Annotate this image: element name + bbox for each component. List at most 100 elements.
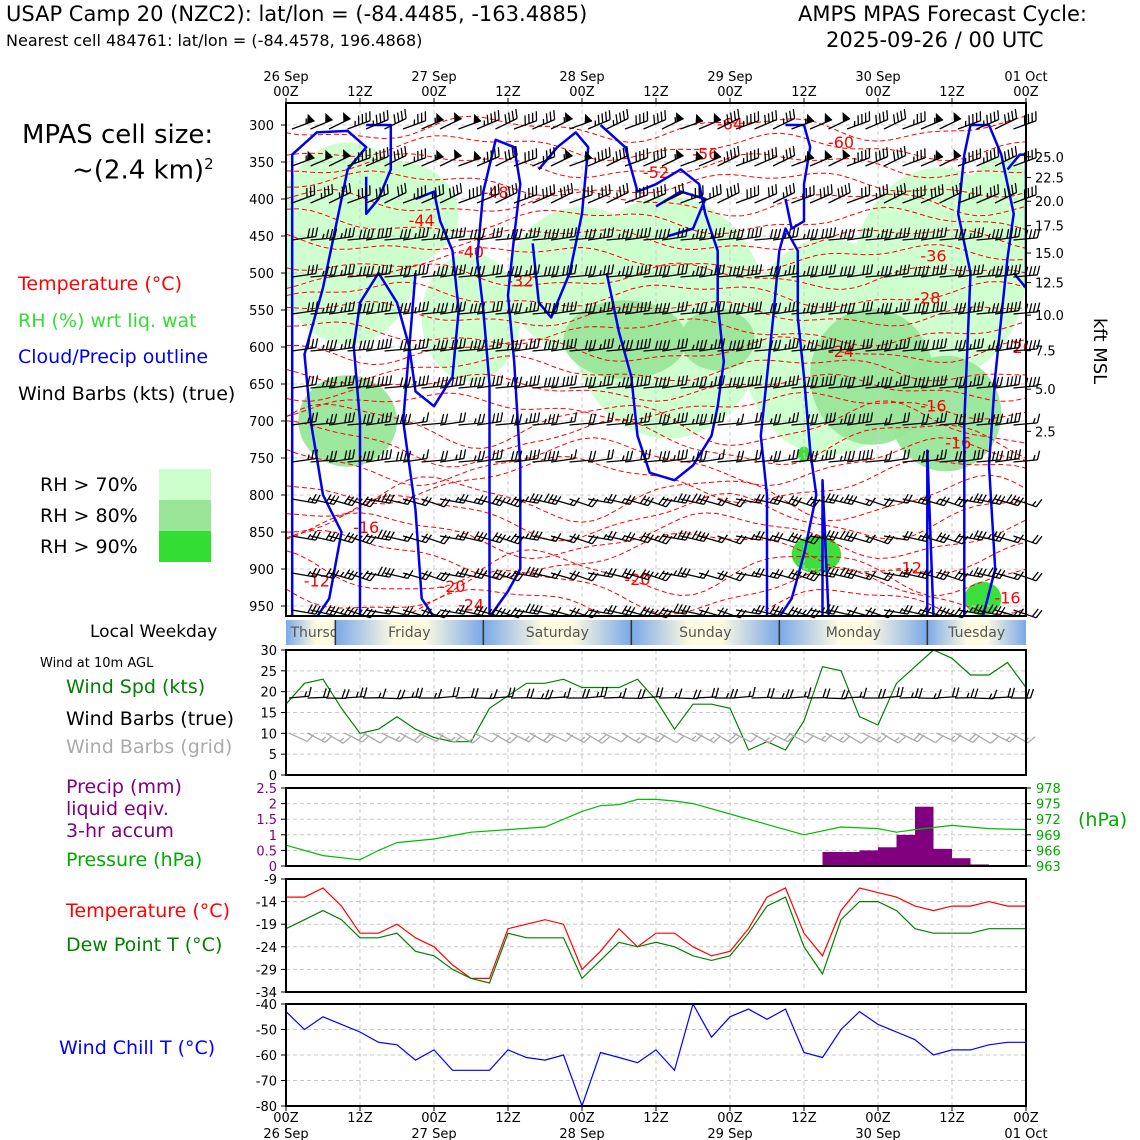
wind-barb [791,533,821,545]
barb-full [785,112,789,123]
rh-region [964,156,1026,272]
barb-full [592,376,597,387]
barb-full [584,266,589,276]
barb-staff [661,154,684,167]
barb-full [740,376,745,387]
barb-full [444,376,449,387]
barb-full [851,302,856,313]
barb-staff [643,119,666,130]
legend-rh90-swatch [159,531,211,562]
barb-full [814,339,819,350]
barb-full [377,265,381,276]
barb-full [640,265,644,275]
barb-half [893,192,896,198]
barb-full [839,266,844,277]
barb-full [615,114,618,124]
barb-full [920,186,922,197]
barb-full [400,184,404,195]
barb-full [389,338,393,348]
wind-barb [994,227,1022,241]
barb-full [511,687,516,697]
barb-full [315,227,319,237]
barb-half [987,533,992,540]
barb-staff [920,535,945,544]
bottom-hour-label: 12Z [347,1111,373,1126]
wind-barb [476,301,504,315]
barb-full [825,265,829,275]
barb-full [833,338,837,348]
wind-barb [347,111,371,130]
barb-full [729,112,733,123]
barb-full [897,736,906,744]
barb-full [903,604,909,614]
barb-half [325,418,329,424]
barb-full [529,567,535,577]
wind-barb [976,376,1004,389]
barb-staff [754,348,779,352]
barb-full [955,687,960,697]
cloud-outline [290,129,368,616]
barb-full [537,301,541,311]
barb-staff [735,421,760,426]
barb-half [616,192,618,198]
barb-full [907,449,911,459]
barb-half [674,154,677,160]
barb-half [603,496,608,503]
barb-full [1032,339,1037,350]
barb-full [662,413,667,424]
barb-full [833,264,837,274]
barb-full [880,266,885,276]
barb-full [993,185,996,196]
barb-full [381,413,385,423]
wind-barb [421,149,444,167]
barb-pennant [953,149,962,159]
wind-barb [513,301,541,315]
barb-full [857,115,859,125]
wind-barb [695,732,721,743]
precip-panel-ytick-label: 0 [269,860,277,875]
pressure-ytick-label: 978 [1036,782,1061,797]
barb-full [370,339,375,350]
barb-half [525,232,528,239]
barb-staff [328,498,353,507]
wind-barb [714,688,739,699]
barb-full [995,339,1000,350]
barb-full [518,265,523,276]
barb-half [969,269,972,276]
wind-barb [439,375,467,389]
wind-barb [825,732,851,743]
barb-full [677,493,683,503]
barb-half [782,118,785,124]
barb-full [677,450,681,460]
barb-full [886,110,889,120]
barb-full [677,339,681,349]
wind-barb [902,185,926,204]
barb-full [544,689,550,699]
barb-full [681,604,687,614]
barb-full [979,148,982,158]
wind-barb [310,112,333,130]
barb-full [345,689,350,699]
barb-staff [344,695,365,699]
precip-panel-ytick-label: 0.5 [256,844,277,859]
barb-full [547,303,552,313]
wind-barb [439,112,462,130]
precip-panel-frame [285,787,1027,867]
barb-full [755,301,759,312]
barb-staff [569,422,594,426]
barb-full [625,228,630,239]
barb-full [875,151,878,162]
barb-full [325,377,330,387]
barb-staff [495,459,520,463]
barb-full [500,227,504,237]
bottom-hour-label: 12Z [791,1111,817,1126]
barb-full [611,605,617,615]
barb-half [654,735,660,741]
barb-staff [976,156,999,167]
barb-full [393,114,396,124]
pressure-unit: (hPa) [1078,809,1128,831]
barb-full [903,108,907,119]
barb-full [735,571,743,580]
barb-full [311,338,315,349]
